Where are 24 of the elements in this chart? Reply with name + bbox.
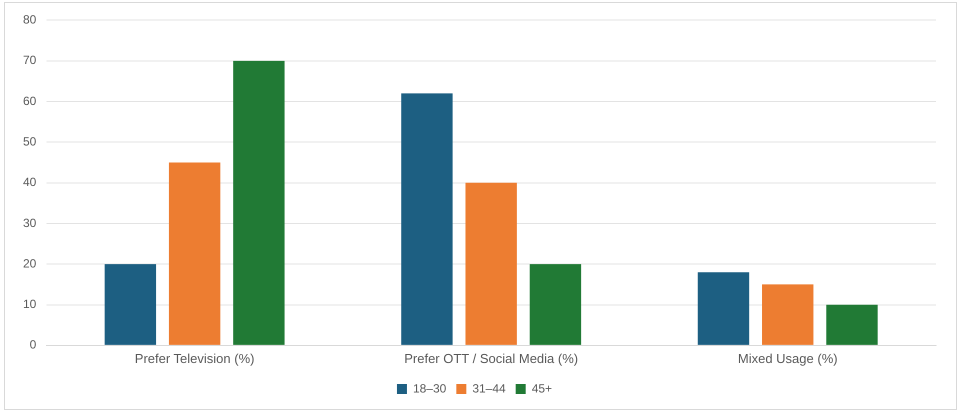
- bar: [401, 93, 453, 345]
- legend-label: 18–30: [412, 381, 447, 396]
- bar: [762, 284, 814, 345]
- bar: [826, 304, 878, 345]
- y-tick-label: 60: [22, 94, 37, 108]
- x-tick-label: Prefer Television (%): [134, 350, 254, 366]
- bar: [698, 272, 750, 345]
- bar: [465, 182, 517, 345]
- y-tick-label: 20: [22, 256, 37, 270]
- bar: [168, 162, 220, 345]
- y-tick-label: 0: [30, 338, 37, 352]
- x-tick-label: Mixed Usage (%): [738, 350, 838, 366]
- x-tick-label: Prefer OTT / Social Media (%): [404, 350, 578, 366]
- bar: [530, 264, 582, 345]
- y-tick-label: 40: [22, 175, 37, 190]
- y-tick-label: 80: [22, 12, 37, 27]
- legend-label: 31–44: [472, 381, 506, 396]
- bar: [104, 264, 156, 345]
- y-tick-label: 30: [22, 216, 37, 230]
- y-tick-label: 70: [22, 53, 37, 68]
- bar: [233, 60, 285, 345]
- legend-label: 45+: [532, 381, 552, 396]
- y-tick-label: 50: [22, 134, 37, 148]
- y-tick-label: 10: [22, 297, 37, 312]
